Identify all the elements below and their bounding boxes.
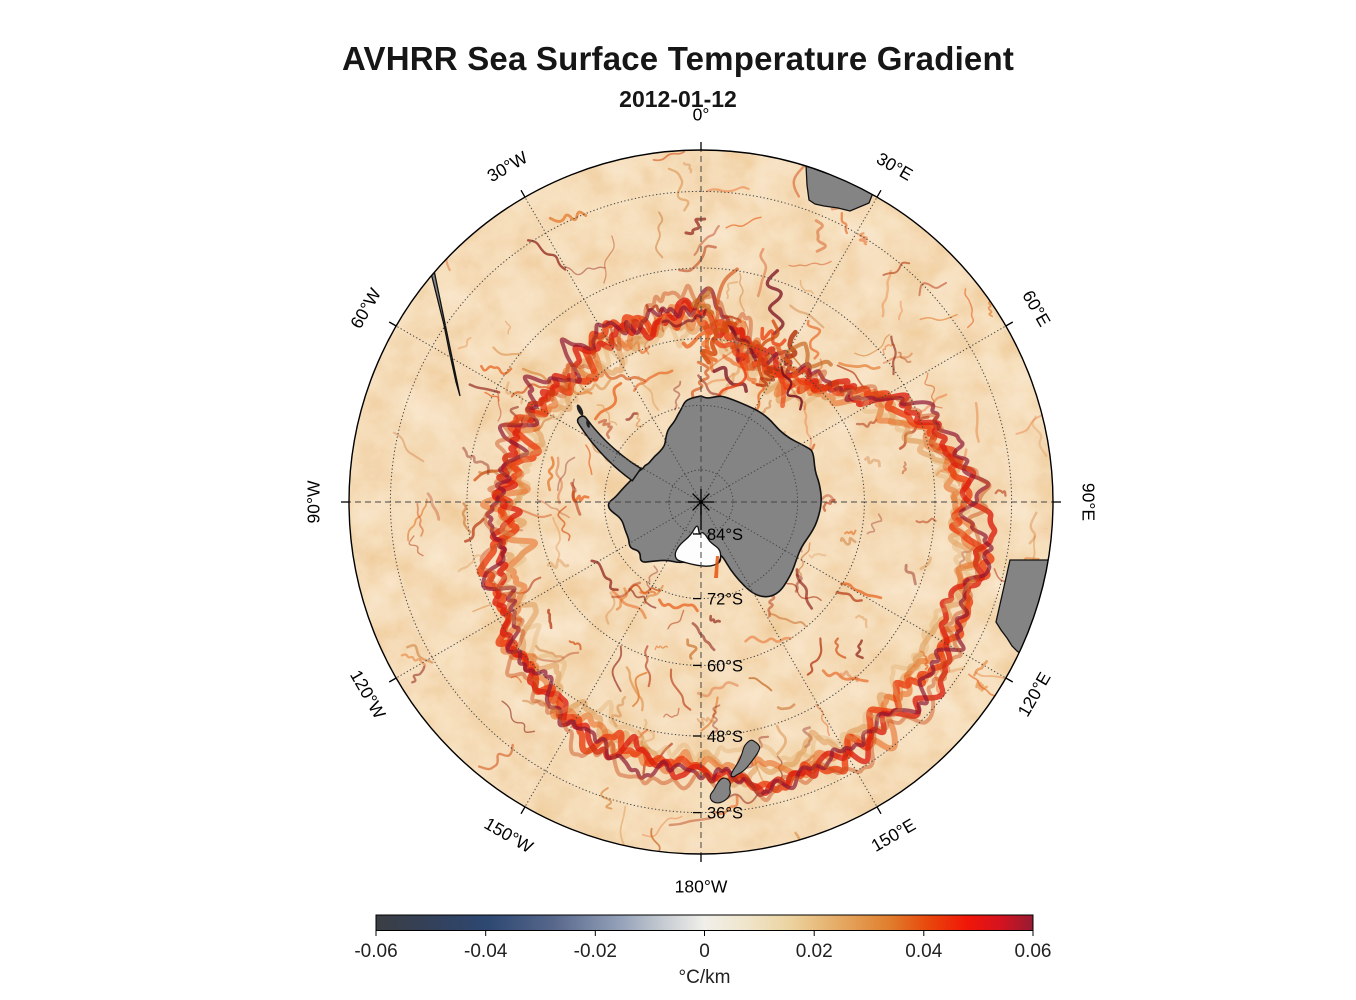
- svg-text:120°W: 120°W: [346, 666, 390, 722]
- svg-text:0.04: 0.04: [905, 941, 942, 962]
- svg-text:90°E: 90°E: [1078, 483, 1098, 521]
- svg-text:48°S: 48°S: [707, 728, 743, 746]
- svg-text:180°W: 180°W: [675, 877, 728, 897]
- svg-text:72°S: 72°S: [707, 591, 743, 609]
- svg-text:0°: 0°: [693, 105, 710, 125]
- svg-text:60°W: 60°W: [346, 284, 385, 332]
- svg-text:90°W: 90°W: [304, 480, 324, 523]
- svg-text:150°W: 150°W: [481, 813, 537, 857]
- svg-text:84°S: 84°S: [707, 526, 743, 544]
- svg-text:-0.06: -0.06: [354, 941, 397, 962]
- svg-text:30°W: 30°W: [484, 147, 532, 186]
- svg-text:150°E: 150°E: [868, 814, 919, 855]
- svg-text:°C/km: °C/km: [679, 967, 731, 988]
- svg-text:30°E: 30°E: [873, 148, 916, 184]
- svg-text:60°S: 60°S: [707, 657, 743, 675]
- svg-text:120°E: 120°E: [1013, 669, 1054, 720]
- svg-text:-0.04: -0.04: [464, 941, 508, 962]
- svg-text:60°E: 60°E: [1018, 287, 1054, 330]
- svg-text:0.06: 0.06: [1015, 941, 1052, 962]
- svg-text:-0.02: -0.02: [574, 941, 617, 962]
- svg-text:0.02: 0.02: [796, 941, 833, 962]
- svg-text:0: 0: [699, 941, 710, 962]
- svg-text:36°S: 36°S: [707, 805, 743, 823]
